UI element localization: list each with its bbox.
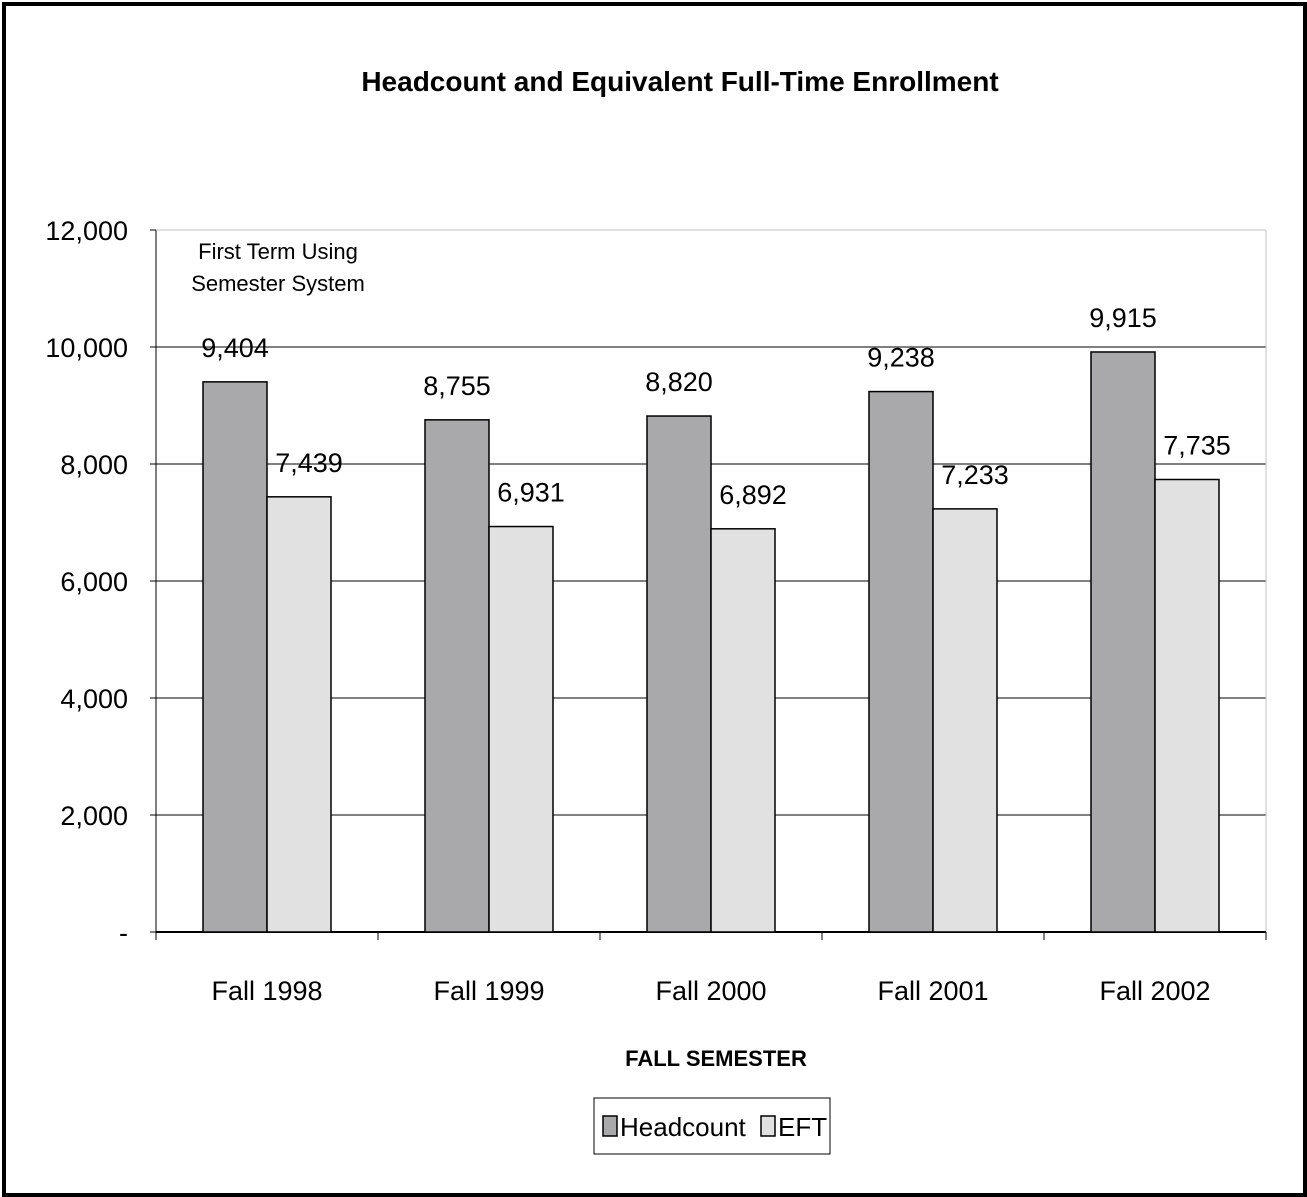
enrollment-bar-chart: Headcount and Equivalent Full-Time Enrol… <box>45 66 1267 1155</box>
bar-eft <box>710 528 776 933</box>
y-axis-ticks: - 2,000 4,000 6,000 8,000 10,000 12,000 <box>45 216 156 948</box>
bar-eft <box>266 496 332 933</box>
x-tick-label: Fall 2000 <box>655 976 766 1006</box>
bar-headcount <box>868 390 934 933</box>
y-tick-label: 8,000 <box>60 450 128 480</box>
legend-swatch-headcount <box>602 1115 618 1137</box>
data-label-headcount: 9,238 <box>867 343 935 373</box>
x-tick-label: Fall 1999 <box>433 976 544 1006</box>
y-tick-label: 4,000 <box>60 684 128 714</box>
legend: Headcount EFT <box>593 1097 831 1155</box>
bars <box>202 351 1220 933</box>
y-tick-label: 6,000 <box>60 567 128 597</box>
data-label-eft: 7,735 <box>1163 431 1231 461</box>
legend-box <box>593 1097 831 1155</box>
annotation-line-1: First Term Using <box>198 239 358 264</box>
bar-eft <box>932 508 998 933</box>
y-tick-label: - <box>119 918 128 948</box>
data-label-headcount: 8,820 <box>645 367 713 397</box>
legend-label-headcount: Headcount <box>620 1112 747 1142</box>
annotation: First Term Using Semester System <box>191 239 365 296</box>
data-label-headcount: 9,404 <box>201 333 269 363</box>
bar-headcount <box>424 419 490 933</box>
annotation-line-2: Semester System <box>191 271 365 296</box>
x-tick-label: Fall 1998 <box>211 976 322 1006</box>
legend-label-eft: EFT <box>778 1112 827 1142</box>
data-label-eft: 7,439 <box>275 448 343 478</box>
bar-eft <box>1154 478 1220 933</box>
legend-swatch-eft <box>760 1115 776 1137</box>
data-label-eft: 6,931 <box>497 478 565 508</box>
y-tick-label: 10,000 <box>45 333 128 363</box>
y-tick-label: 12,000 <box>45 216 128 246</box>
bar-eft <box>488 525 554 933</box>
data-labels: 9,404 8,755 8,820 9,238 9,915 7,439 6,931 6,892… <box>201 303 1231 510</box>
chart-title: Headcount and Equivalent Full-Time Enrol… <box>361 66 998 97</box>
x-axis-ticks: Fall 1998 Fall 1999 Fall 2000 Fall 2001 Fall… <box>155 932 1267 1006</box>
bar-headcount <box>646 415 712 933</box>
x-axis-title: FALL SEMESTER <box>625 1046 807 1071</box>
y-tick-label: 2,000 <box>60 801 128 831</box>
data-label-headcount: 8,755 <box>423 371 491 401</box>
bar-headcount <box>202 381 268 933</box>
x-tick-label: Fall 2001 <box>877 976 988 1006</box>
bar-headcount <box>1090 351 1156 933</box>
data-label-headcount: 9,915 <box>1089 303 1157 333</box>
data-label-eft: 6,892 <box>719 480 787 510</box>
x-tick-label: Fall 2002 <box>1099 976 1210 1006</box>
data-label-eft: 7,233 <box>941 460 1009 490</box>
